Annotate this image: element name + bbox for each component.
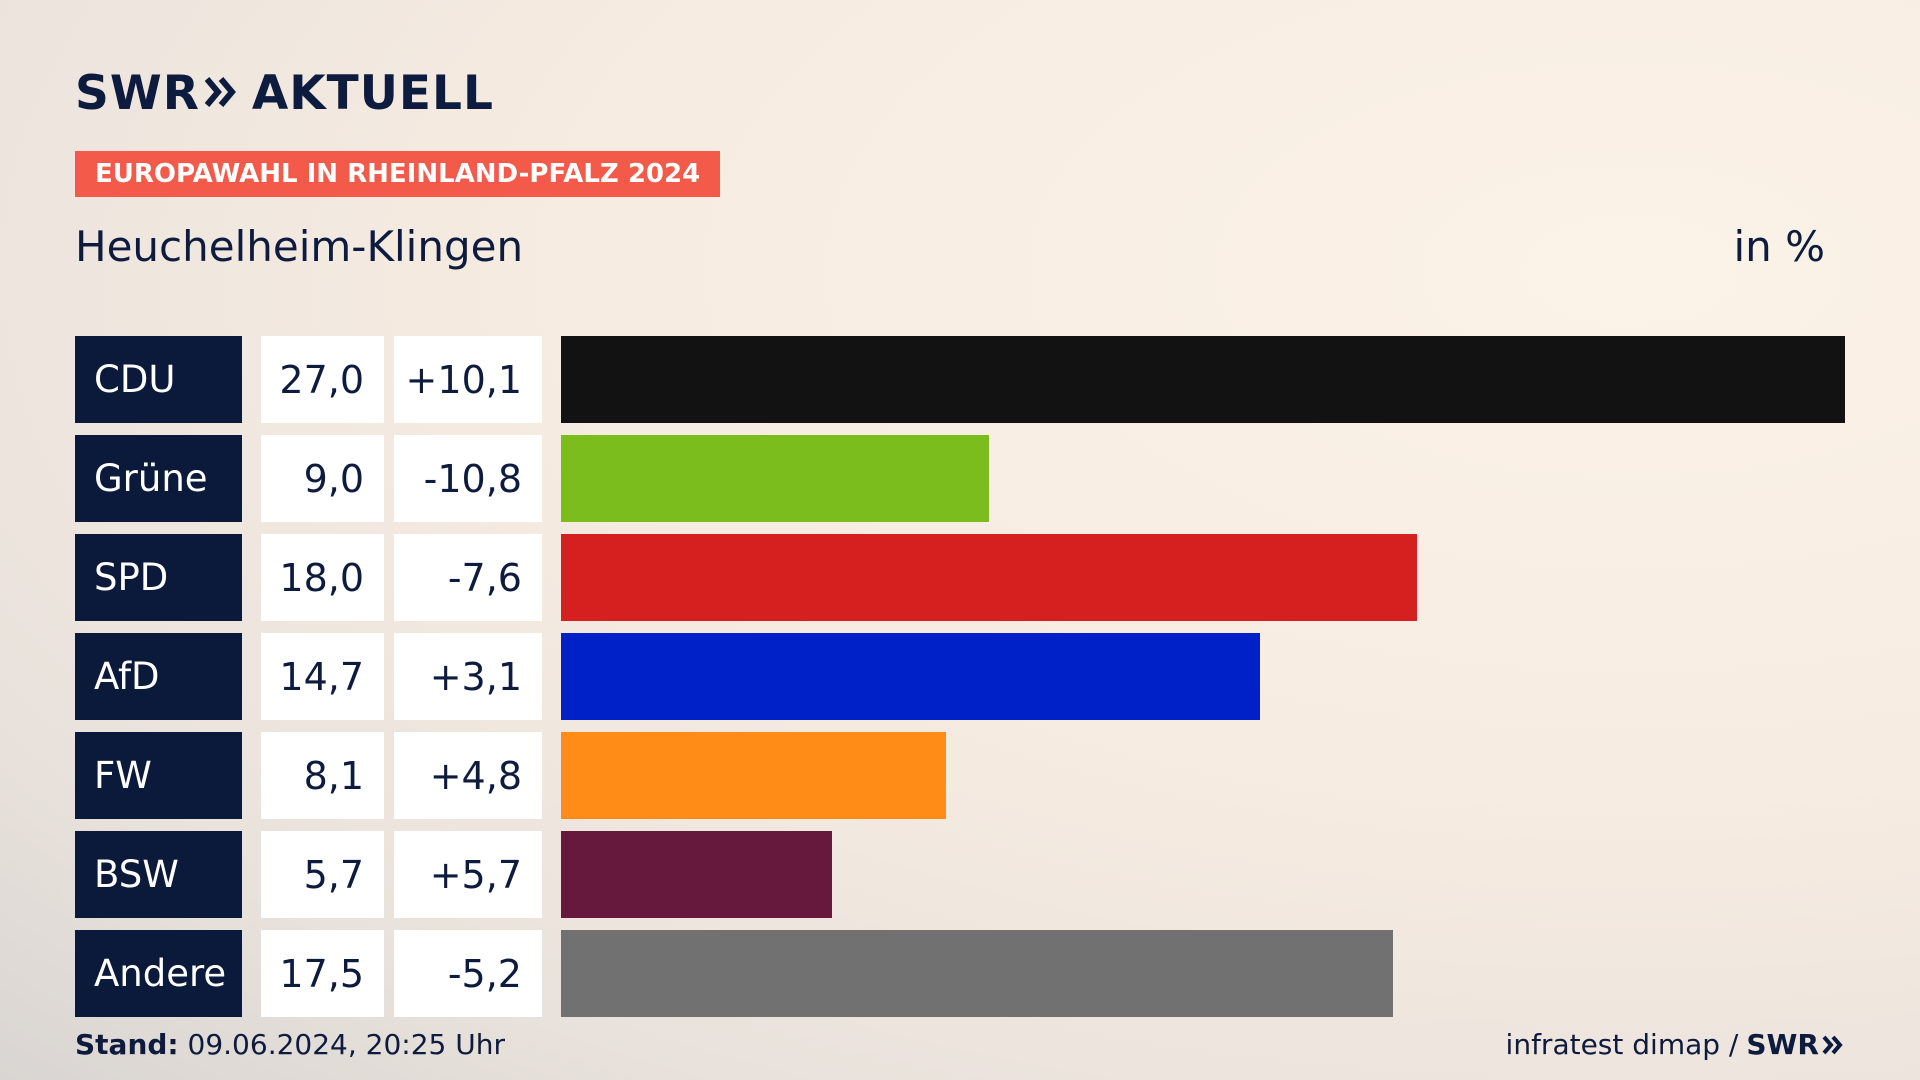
vote-share-label: 17,5 <box>261 930 384 1017</box>
result-row: Grüne 9,0 -10,8 <box>75 435 1845 522</box>
bar-track <box>561 930 1845 1017</box>
timestamp: Stand: 09.06.2024, 20:25 Uhr <box>75 1028 505 1061</box>
change-label: -5,2 <box>394 930 542 1017</box>
logo-aktuell-text: AKTUELL <box>251 65 494 121</box>
bar-track <box>561 831 1845 918</box>
change-label: +3,1 <box>394 633 542 720</box>
bar-track <box>561 435 1845 522</box>
party-label: Grüne <box>75 435 242 522</box>
source-brand: SWR <box>1746 1028 1819 1061</box>
change-label: +5,7 <box>394 831 542 918</box>
double-chevron-icon <box>1822 1034 1844 1056</box>
stand-value: 09.06.2024, 20:25 Uhr <box>187 1028 505 1061</box>
bar-track <box>561 336 1845 423</box>
party-label: FW <box>75 732 242 819</box>
result-row: CDU 27,0 +10,1 <box>75 336 1845 423</box>
change-label: +4,8 <box>394 732 542 819</box>
change-label: -7,6 <box>394 534 542 621</box>
bar-cdu <box>561 336 1845 423</box>
change-label: -10,8 <box>394 435 542 522</box>
party-label: BSW <box>75 831 242 918</box>
vote-share-label: 9,0 <box>261 435 384 522</box>
logo-swr-text: SWR <box>75 65 200 121</box>
source-credit: infratest dimap / SWR <box>1506 1028 1844 1061</box>
results-chart: CDU 27,0 +10,1 Grüne 9,0 -10,8 SPD 18,0 -7,6 AfD 1… <box>75 336 1845 1029</box>
bar-grüne <box>561 435 989 522</box>
swr-aktuell-logo: SWR AKTUELL <box>75 65 494 121</box>
party-label: Andere <box>75 930 242 1017</box>
bar-afd <box>561 633 1260 720</box>
vote-share-label: 27,0 <box>261 336 384 423</box>
party-label: AfD <box>75 633 242 720</box>
unit-label: in % <box>1733 222 1825 271</box>
party-label: SPD <box>75 534 242 621</box>
bar-andere <box>561 930 1393 1017</box>
result-row: Andere 17,5 -5,2 <box>75 930 1845 1017</box>
vote-share-label: 14,7 <box>261 633 384 720</box>
vote-share-label: 18,0 <box>261 534 384 621</box>
party-label: CDU <box>75 336 242 423</box>
result-row: AfD 14,7 +3,1 <box>75 633 1845 720</box>
stand-label: Stand: <box>75 1028 179 1061</box>
bar-track <box>561 534 1845 621</box>
double-chevron-icon <box>204 66 238 121</box>
change-label: +10,1 <box>394 336 542 423</box>
election-badge: EUROPAWAHL IN RHEINLAND-PFALZ 2024 <box>75 151 721 197</box>
vote-share-label: 5,7 <box>261 831 384 918</box>
bar-fw <box>561 732 946 819</box>
source-text: infratest dimap / <box>1505 1028 1739 1061</box>
bar-bsw <box>561 831 832 918</box>
result-row: BSW 5,7 +5,7 <box>75 831 1845 918</box>
vote-share-label: 8,1 <box>261 732 384 819</box>
result-row: FW 8,1 +4,8 <box>75 732 1845 819</box>
result-row: SPD 18,0 -7,6 <box>75 534 1845 621</box>
bar-track <box>561 633 1845 720</box>
region-title: Heuchelheim-Klingen <box>75 222 524 271</box>
bar-spd <box>561 534 1417 621</box>
bar-track <box>561 732 1845 819</box>
